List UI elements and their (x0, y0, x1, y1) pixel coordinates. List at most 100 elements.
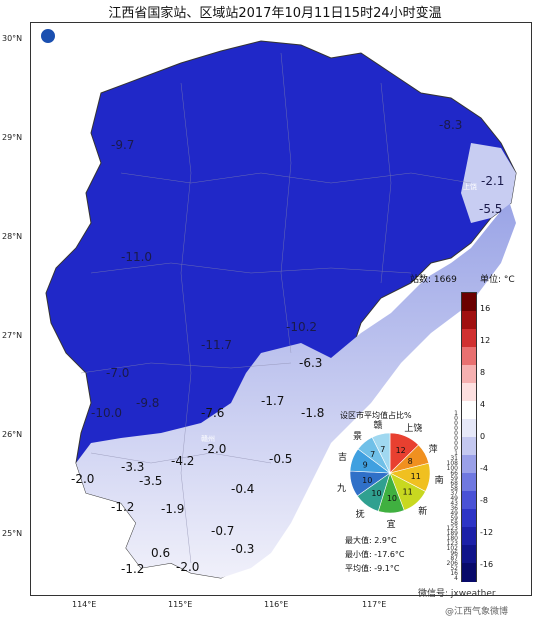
stat-min: 最小值: -17.6°C (345, 550, 405, 559)
colorbar-count: 31 (450, 455, 458, 462)
colorbar-count: 36 (450, 505, 458, 512)
colorbar-segment (462, 329, 476, 348)
pie-city-label: 宜 (386, 519, 396, 530)
colorbar-count: 58 (450, 520, 458, 527)
pie-value: 11 (402, 488, 412, 497)
colorbar-tick: -8 (480, 496, 488, 505)
station-count: 站数: 1669 (410, 275, 457, 285)
colorbar-tick: 16 (480, 304, 491, 313)
light-region-ne (461, 143, 516, 223)
pie-city-label: 抚 (355, 510, 365, 521)
colorbar-segment (462, 401, 476, 420)
isotherm-label: -6.3 (299, 356, 322, 370)
isotherm-label: -2.0 (203, 442, 226, 456)
pie-city-label: 上饶 (404, 423, 423, 434)
isotherm-label: -1.2 (121, 562, 144, 576)
colorbar-count: 0 (454, 445, 458, 452)
pie-city-label: 景 (353, 431, 363, 442)
colorbar-segment (462, 437, 476, 456)
stat-avg: 平均值: -9.1°C (345, 564, 400, 573)
colorbar-count: 4 (454, 575, 458, 582)
colorbar-segment (462, 545, 476, 564)
watermark: 微信号: jxweather (418, 589, 496, 599)
pie-value: 12 (396, 446, 406, 455)
pie-city-label: 九 (336, 483, 346, 494)
pie-value: 10 (371, 489, 381, 498)
colorbar-count: 123 (446, 525, 458, 532)
pie-city-label: 萍 (428, 445, 438, 456)
lat-label: 25°N (2, 529, 23, 538)
colorbar-segment (462, 383, 476, 402)
province-map: -8.3 -2.1 -5.5 -9.7 -11.0 -10.2 -6.3 -7.… (45, 40, 517, 579)
colorbar-tick: -16 (480, 560, 494, 569)
colorbar-count: 0 (454, 420, 458, 427)
isotherm-label: -0.5 (269, 452, 292, 466)
stat-max: 最大值: 2.9°C (345, 536, 397, 545)
page-title: 江西省国家站、区域站2017年10月11日15时24小时变温 (108, 6, 442, 21)
colorbar-tick: 12 (480, 336, 491, 345)
map-frame: -8.3 -2.1 -5.5 -9.7 -11.0 -10.2 -6.3 -7.… (30, 22, 532, 596)
colorbar-count: 0 (454, 415, 458, 422)
colorbar-tick: 8 (480, 368, 486, 377)
colorbar-count: 123 (446, 540, 458, 547)
colorbar-count: 43 (450, 500, 458, 507)
isotherm-label: -9.7 (111, 138, 134, 152)
colorbar-segment (462, 365, 476, 384)
colorbar-tick: -4 (480, 464, 488, 473)
isotherm-label: -11.7 (201, 338, 232, 352)
colorbar-count: 0 (454, 440, 458, 447)
isotherm-label: -10.0 (91, 406, 122, 420)
colorbar-count: 37 (450, 490, 458, 497)
isotherm-label: -1.7 (261, 394, 284, 408)
colorbar-count: 1 (454, 450, 458, 457)
colorbar-count: 49 (450, 495, 458, 502)
isotherm-label: -1.2 (111, 500, 134, 514)
isotherm-label: -2.1 (481, 174, 504, 188)
lat-label: 29°N (2, 133, 23, 142)
place-label: 赣州 (201, 434, 215, 443)
colorbar-count: 87 (450, 555, 458, 562)
isotherm-label: -8.3 (439, 118, 462, 132)
isotherm-label: -7.0 (106, 366, 129, 380)
colorbar-segment (462, 527, 476, 546)
colorbar-count: 180 (446, 535, 458, 542)
logo: 江西省气象台 (40, 28, 114, 44)
colorbar-tick: 4 (480, 400, 486, 409)
isotherm-label: -11.0 (121, 250, 152, 264)
isotherm-label: -0.4 (231, 482, 254, 496)
colorbar-segment (462, 455, 476, 474)
pie-value: 7 (380, 445, 385, 454)
colorbar-segment (462, 347, 476, 366)
colorbar-tick: 0 (480, 432, 486, 441)
lon-label: 115°E (168, 600, 193, 609)
pie-slice (371, 432, 391, 474)
colorbar-segment (462, 491, 476, 510)
colorbar-segment (462, 473, 476, 492)
colorbar-count: 16 (450, 570, 458, 577)
isotherm-label: -4.2 (171, 454, 194, 468)
isotherm-label: -1.8 (301, 406, 324, 420)
update-time: 更新时间: Oct-11-17 15:17:47 (48, 51, 150, 59)
colorbar (461, 292, 477, 582)
lon-label: 114°E (72, 600, 97, 609)
pie-value: 8 (408, 457, 413, 466)
pie-city-label: 吉 (337, 452, 347, 463)
lat-label: 27°N (2, 331, 23, 340)
isotherm-label: -1.9 (161, 502, 184, 516)
place-label: 上饶 (463, 182, 477, 191)
isotherm-label: -0.3 (231, 542, 254, 556)
isotherm-label: -5.5 (479, 202, 502, 216)
isotherm-label: -3.5 (139, 474, 162, 488)
isotherm-label: -10.2 (286, 320, 317, 334)
pie-value: 11 (411, 472, 421, 481)
colorbar-count: 68 (450, 480, 458, 487)
colorbar-count: 108 (446, 460, 458, 467)
watermark-weibo: @江西气象微博 (445, 607, 509, 617)
colorbar-segment (462, 509, 476, 528)
pie-value: 10 (362, 476, 372, 485)
colorbar-count: 52 (450, 565, 458, 572)
colorbar-count: 102 (446, 545, 458, 552)
colorbar-segment (462, 311, 476, 330)
colorbar-count: 206 (446, 560, 458, 567)
isotherm-label: -0.7 (211, 524, 234, 538)
